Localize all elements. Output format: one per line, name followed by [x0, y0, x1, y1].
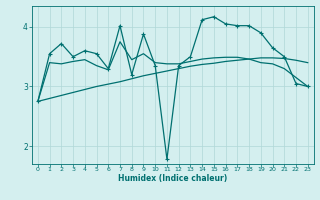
X-axis label: Humidex (Indice chaleur): Humidex (Indice chaleur) — [118, 174, 228, 183]
